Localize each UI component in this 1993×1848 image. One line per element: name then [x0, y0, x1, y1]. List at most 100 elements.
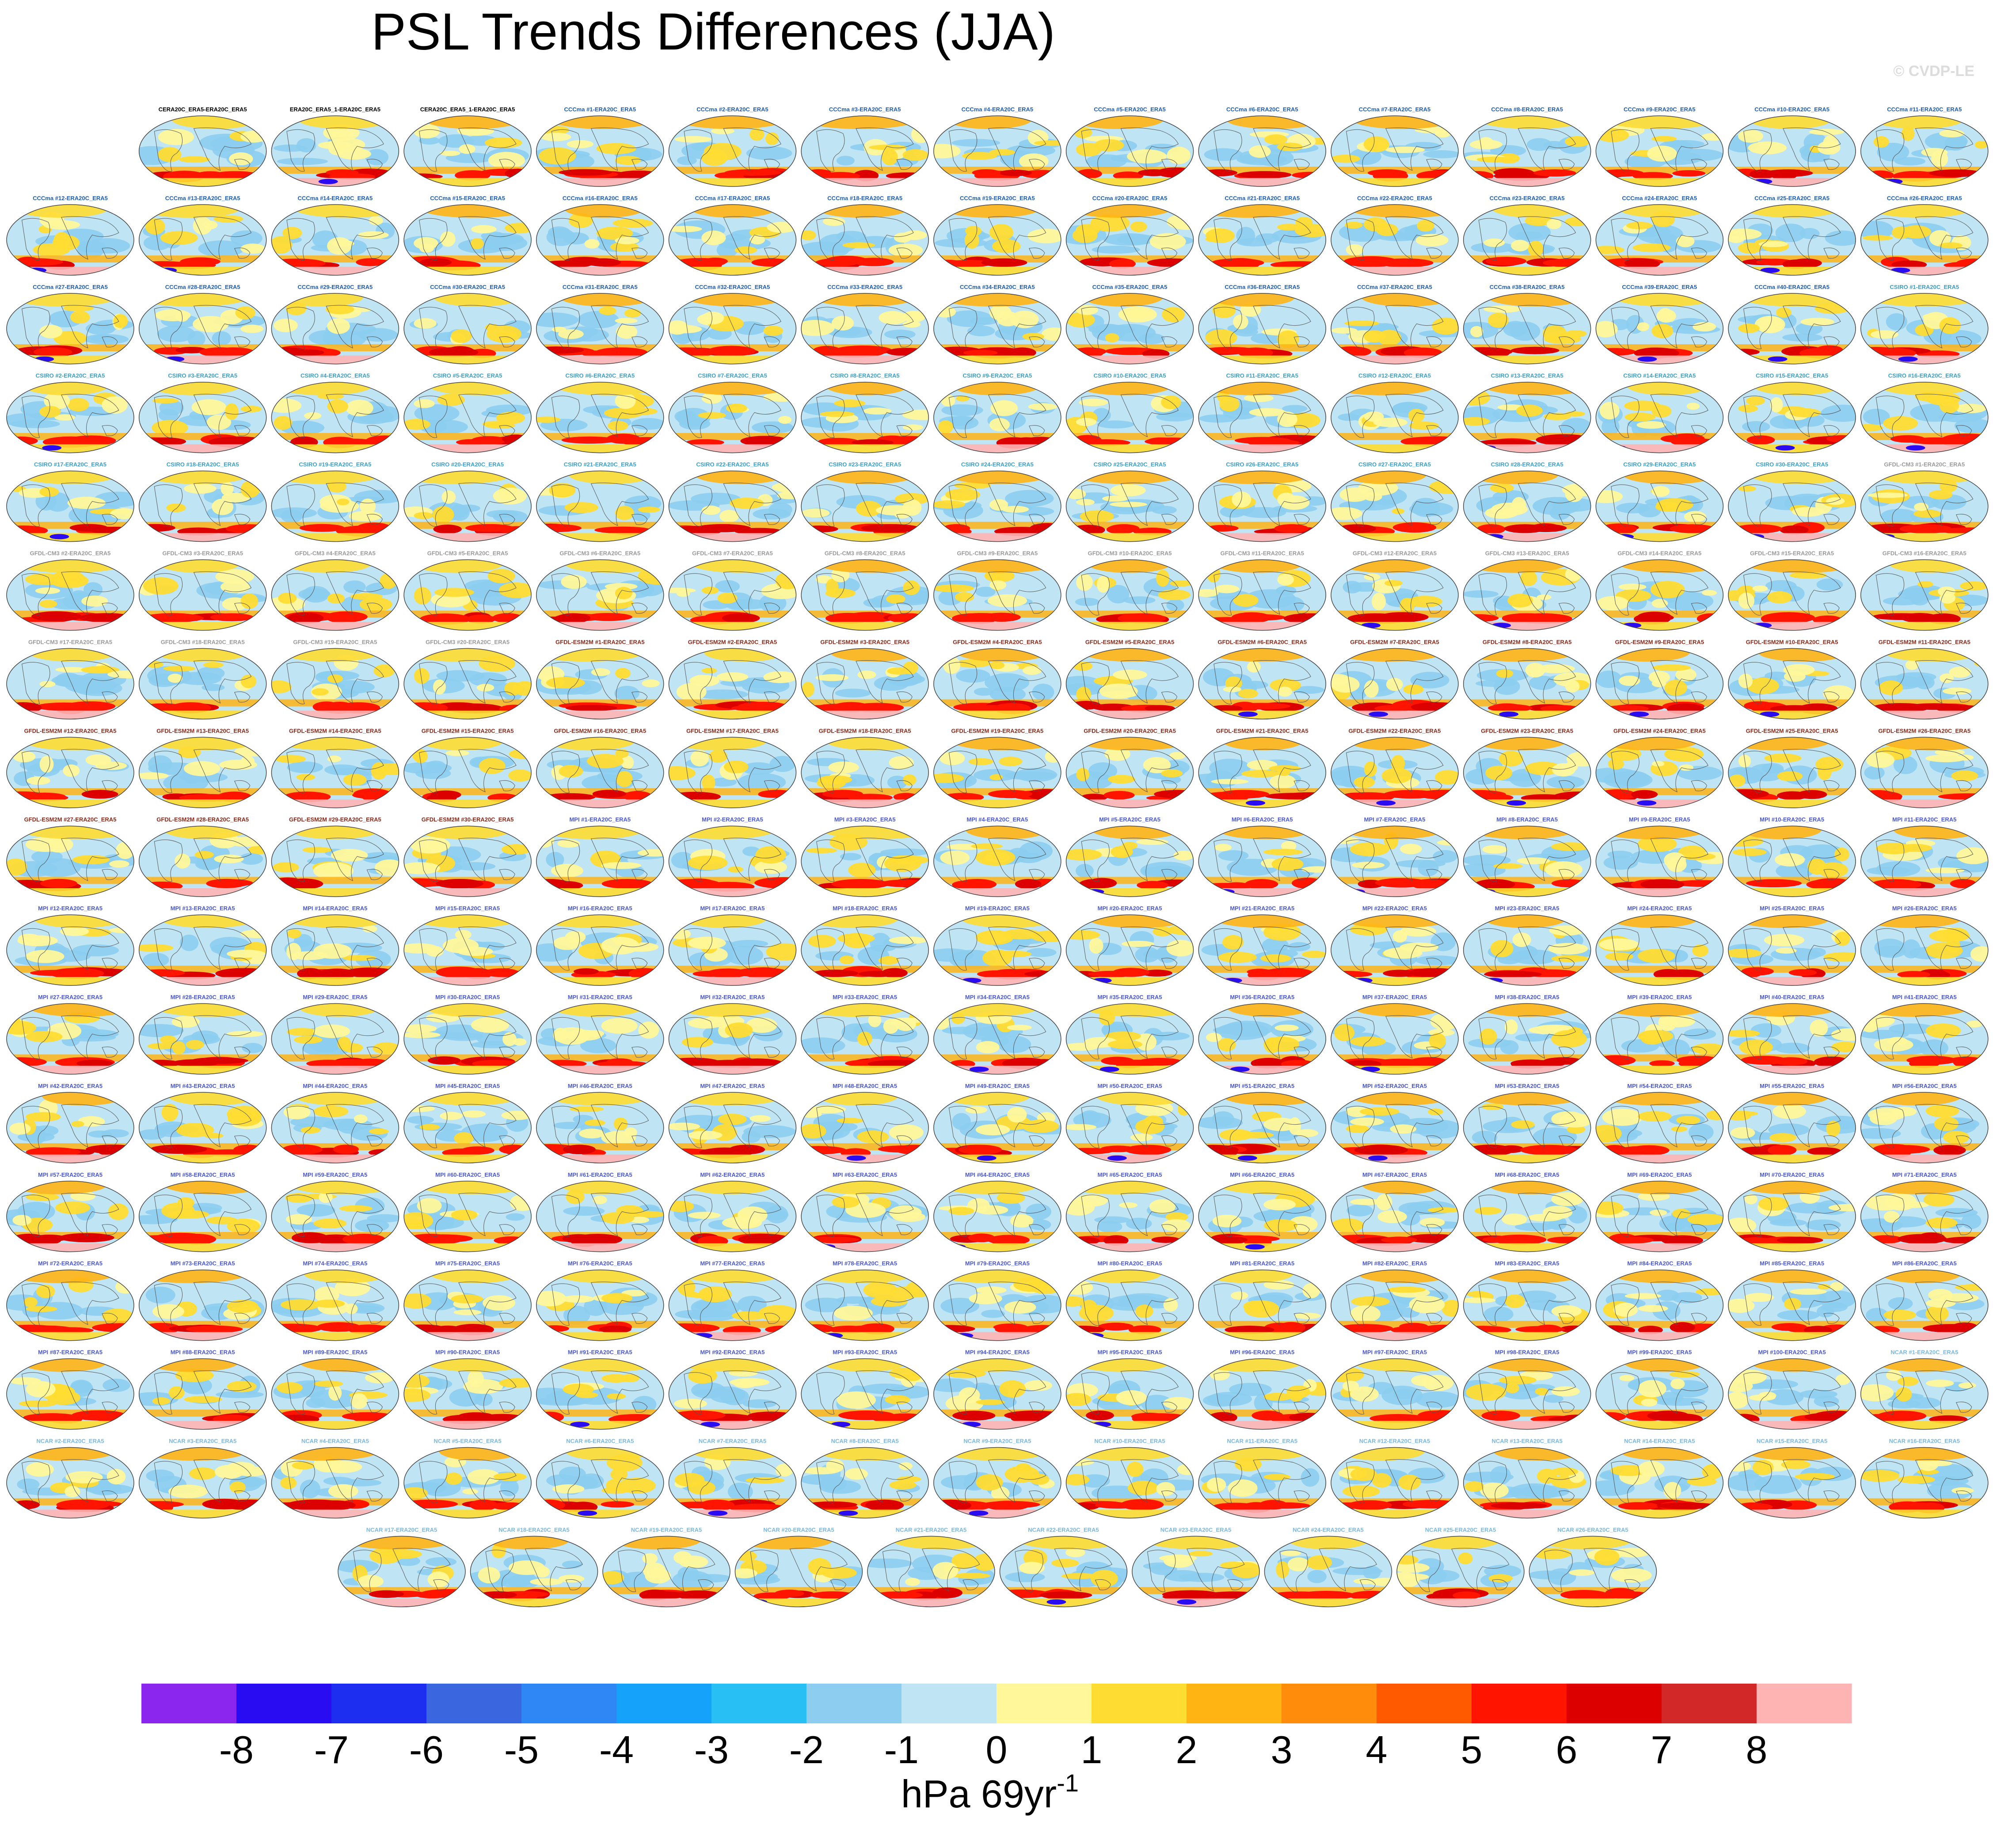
field-blob: [240, 756, 255, 768]
field-blob: [989, 305, 1012, 320]
field-blob: [948, 1207, 974, 1215]
field-blob: [536, 648, 644, 662]
panel-title: CSIRO #15-ERA20C_ERA5: [1756, 373, 1828, 379]
map-panel: MPI #50-ERA20C_ERA5: [1065, 1083, 1194, 1164]
coastline: [1029, 691, 1045, 703]
field-blob: [1385, 146, 1425, 153]
map-panel: CCCma #13-ERA20C_ERA5: [138, 195, 267, 276]
field-blob: [933, 259, 964, 266]
field-blob: [596, 226, 633, 240]
panel-title: GFDL-ESM2M #11-ERA20C_ERA5: [1879, 639, 1970, 645]
field-blob: [1066, 1199, 1095, 1216]
field-blob: [1331, 507, 1362, 520]
field-blob: [749, 1115, 771, 1122]
field-blob: [203, 662, 224, 668]
field-blob: [1913, 510, 1942, 518]
field-blob: [1168, 924, 1194, 935]
map-panel: CCCma #20-ERA20C_ERA5: [1065, 195, 1194, 276]
map-panel: MPI #20-ERA20C_ERA5: [1065, 905, 1194, 986]
coastline: [1081, 307, 1110, 350]
field-blob: [1066, 312, 1095, 328]
field-band: [1066, 799, 1194, 808]
field-band: [1198, 977, 1326, 986]
field-blob: [1490, 483, 1514, 493]
field-blob: [1744, 559, 1856, 573]
field-blob: [1660, 435, 1689, 443]
field-blob: [1939, 129, 1964, 138]
map-panel: CSIRO #30-ERA20C_ERA5: [1728, 461, 1856, 542]
panel-title: CSIRO #1-ERA20C_ERA5: [1890, 284, 1959, 290]
coastline: [948, 573, 977, 616]
map-field: [669, 116, 796, 186]
map-outline: [1198, 381, 1327, 453]
field-blob: [1076, 768, 1090, 781]
field-blob: [564, 559, 662, 573]
coastline: [764, 514, 780, 525]
map-field: [139, 1181, 266, 1252]
map-outline: [1463, 559, 1591, 631]
field-blob: [319, 494, 352, 510]
coastline: [326, 483, 384, 526]
field-blob: [1205, 329, 1237, 346]
field-blob: [879, 311, 907, 325]
field-band: [669, 1243, 796, 1252]
field-blob: [278, 593, 297, 604]
coastline: [1426, 336, 1442, 347]
map-panel: GFDL-ESM2M #5-ERA20C_ERA5: [1065, 639, 1194, 720]
field-blob: [1137, 881, 1168, 890]
field-blob: [287, 612, 324, 624]
coastline: [1081, 662, 1110, 704]
field-blob: [1483, 238, 1505, 247]
field-band: [7, 266, 134, 275]
map-panel: GFDL-ESM2M #8-ERA20C_ERA5: [1463, 639, 1591, 720]
field-blob: [831, 879, 890, 889]
map-outline: [403, 648, 532, 720]
field-blob: [39, 681, 56, 688]
field-blob: [1867, 867, 1910, 875]
field-blob: [1198, 204, 1305, 218]
coastline: [193, 394, 252, 437]
panel-title: CSIRO #16-ERA20C_ERA5: [1888, 373, 1961, 379]
field-blob: [302, 586, 330, 603]
field-blob: [1487, 293, 1586, 307]
field-band: [1066, 1065, 1194, 1074]
coastline: [1691, 425, 1707, 436]
coastline: [1518, 127, 1576, 171]
field-blob: [1551, 955, 1589, 962]
field-blob: [822, 790, 863, 798]
field-blob: [1214, 585, 1240, 593]
map-field: [1728, 293, 1856, 364]
panel-title: GFDL-CM3 #15-ERA20C_ERA5: [1750, 550, 1834, 557]
coastline: [590, 571, 649, 615]
map-panel: GFDL-ESM2M #1-ERA20C_ERA5: [536, 639, 664, 720]
map-outline: [6, 559, 134, 631]
field-blob: [1872, 613, 1930, 620]
field-band: [1596, 977, 1723, 986]
field-blob: [1834, 847, 1849, 861]
field-band: [7, 1243, 134, 1252]
map-field: [1066, 204, 1194, 275]
field-blob: [418, 137, 440, 145]
map-field: [933, 204, 1061, 275]
field-blob: [1744, 701, 1775, 710]
field-blob: [551, 327, 567, 332]
panel-title: MPI #55-ERA20C_ERA5: [1760, 1083, 1824, 1089]
field-blob: [184, 483, 217, 494]
field-blob: [1651, 405, 1672, 418]
field-blob: [817, 777, 846, 789]
map-field: [1198, 204, 1326, 275]
field-blob: [548, 226, 571, 239]
field-blob: [601, 862, 641, 869]
coastline: [1385, 394, 1444, 437]
field-blob: [701, 392, 723, 404]
panel-title: CCCma #5-ERA20C_ERA5: [1094, 106, 1166, 113]
map-panel: GFDL-CM3 #11-ERA20C_ERA5: [1198, 550, 1327, 631]
map-panel: GFDL-ESM2M #11-ERA20C_ERA5: [1860, 639, 1989, 720]
panel-title: MPI #14-ERA20C_ERA5: [303, 905, 367, 912]
field-blob: [312, 688, 329, 696]
panel-title: CERA20C_ERA5_1-ERA20C_ERA5: [420, 106, 515, 113]
map-field: [1331, 293, 1458, 364]
field-blob: [965, 225, 982, 236]
coastline: [1783, 571, 1841, 615]
field-band: [1860, 622, 1988, 631]
